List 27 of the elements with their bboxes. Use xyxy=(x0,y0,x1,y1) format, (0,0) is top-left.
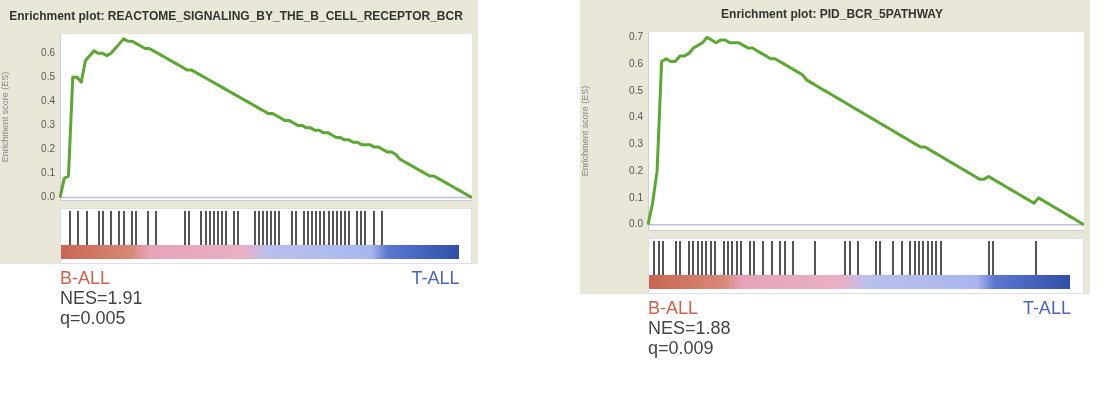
text: B-ALL xyxy=(648,298,699,319)
text: q=0.005 xyxy=(60,308,127,328)
text: T-ALL xyxy=(411,268,460,289)
y-tick-label: 0.1 xyxy=(629,191,644,203)
y-tick-label: 0.3 xyxy=(629,138,644,150)
text: B-ALL xyxy=(60,268,111,289)
chart-title: Enrichment plot: PID_BCR_5PATHWAY xyxy=(720,6,944,23)
y-tick-label: 0.7 xyxy=(629,31,644,43)
y-tick-label: 0.4 xyxy=(629,111,644,123)
y-tick-label: 0.3 xyxy=(41,119,56,131)
y-tick-label: 0.1 xyxy=(41,167,56,179)
text: NES=1.88 xyxy=(648,318,732,338)
y-tick-label: 0.2 xyxy=(629,164,644,176)
y-tick-label: 0.6 xyxy=(41,47,56,58)
y-axis-title: Enrichment score (ES) xyxy=(579,85,590,177)
y-tick-label: 0.2 xyxy=(41,143,56,155)
text: q=0.009 xyxy=(648,338,715,358)
y-axis-title: Enrichment score (ES) xyxy=(0,71,10,163)
chart-title: Enrichment plot: REACTOME_SIGNALING_BY_THE_B_CELL_RECEPTOR_BCR xyxy=(8,8,464,25)
y-tick-label: 0.0 xyxy=(41,191,56,203)
y-tick-label: 0.0 xyxy=(629,218,644,230)
y-tick-label: 0.5 xyxy=(41,71,56,83)
y-tick-label: 0.6 xyxy=(629,57,644,69)
text: NES=1.91 xyxy=(60,288,144,308)
text: T-ALL xyxy=(1022,298,1071,319)
y-tick-label: 0.5 xyxy=(629,84,644,96)
y-tick-label: 0.4 xyxy=(41,95,56,107)
